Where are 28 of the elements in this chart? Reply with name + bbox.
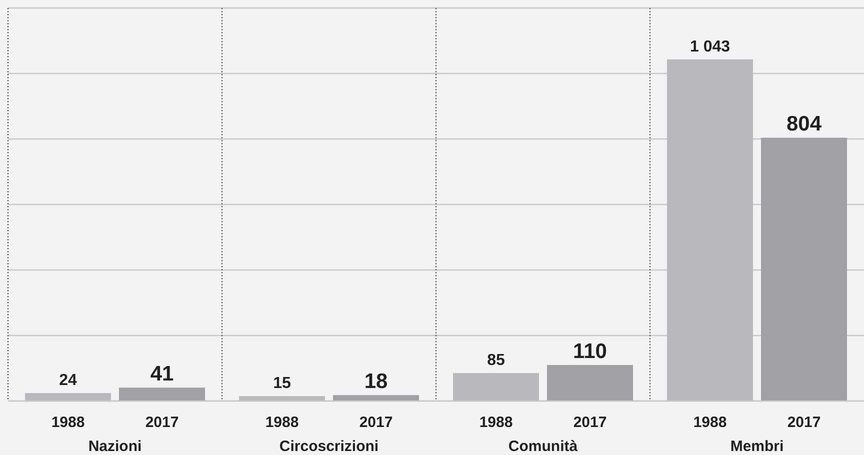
series-label: 1988 xyxy=(51,414,85,431)
text: 1988 xyxy=(479,414,513,431)
text: 2017 xyxy=(573,414,607,431)
text: 1988 xyxy=(693,414,727,431)
x-tick-label: Circoscrizioni xyxy=(279,438,379,455)
data-label: 15 xyxy=(273,375,291,392)
bar xyxy=(119,388,205,401)
bar xyxy=(453,373,539,401)
data-label: 85 xyxy=(487,352,505,370)
data-label: 41 xyxy=(150,362,174,386)
text: 2017 xyxy=(359,414,393,431)
bar xyxy=(547,364,633,401)
bar xyxy=(239,396,325,401)
data-label: 24 xyxy=(59,372,77,390)
data-label: 18 xyxy=(364,370,388,394)
text: 1988 xyxy=(265,414,299,431)
text: 2017 xyxy=(787,414,821,431)
bar xyxy=(333,395,419,401)
bar xyxy=(667,59,753,401)
data-label: 1 043 xyxy=(690,38,730,56)
bar xyxy=(25,393,111,401)
x-tick-label: Nazioni xyxy=(88,438,142,455)
x-tick-label: Comunità xyxy=(508,438,578,455)
data-label: 804 xyxy=(786,112,822,136)
x-tick-label: Membri xyxy=(730,438,784,455)
series-label: 2017 xyxy=(145,414,179,431)
bar xyxy=(761,138,847,401)
data-label: 110 xyxy=(573,340,607,363)
